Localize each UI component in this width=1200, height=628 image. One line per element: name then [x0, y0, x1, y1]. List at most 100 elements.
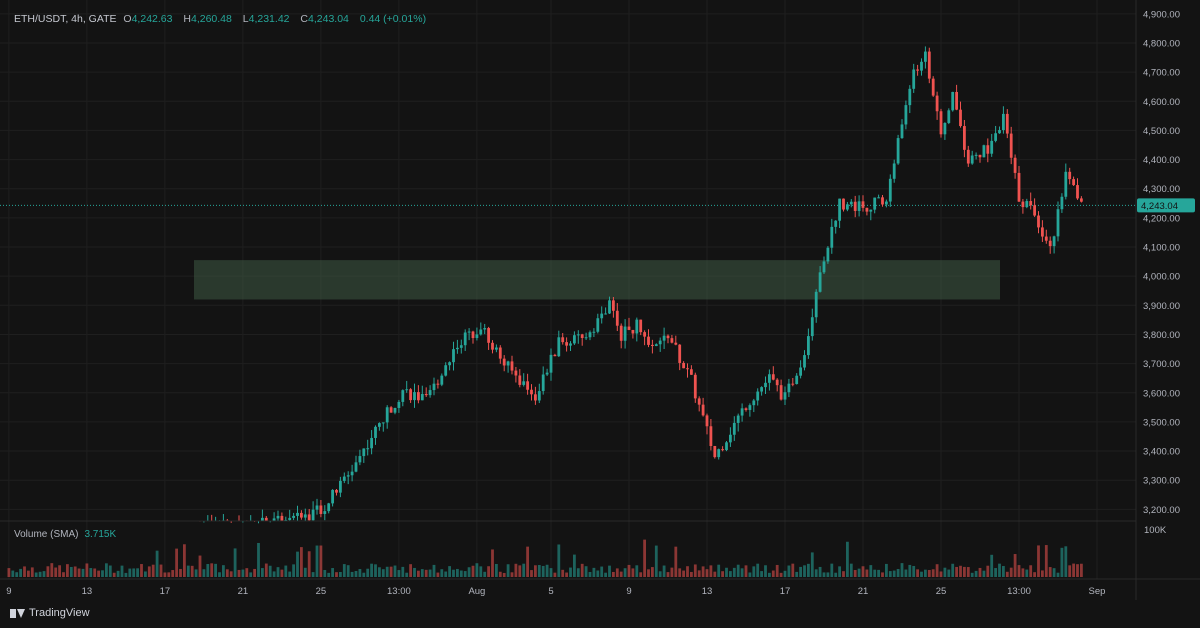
candle-body — [927, 51, 931, 79]
candle-body — [674, 342, 678, 345]
candle-body — [947, 110, 951, 123]
time-axis[interactable]: 9 13 17 21 25 13:00 Aug 5 9 13 17 21 25 13:00 Sep — [6, 586, 1105, 597]
volume-bar — [1056, 572, 1060, 577]
volume-bar — [662, 565, 666, 577]
volume-bar — [678, 568, 682, 577]
volume-bar — [908, 564, 912, 577]
candle-body — [331, 489, 334, 504]
symbol-title[interactable]: ETH/USDT, 4h, GATE — [14, 13, 117, 25]
candle-body — [654, 344, 658, 347]
candle-body — [393, 407, 397, 413]
candle-body — [791, 383, 795, 385]
candle-body — [615, 310, 619, 326]
time-tick-label: 9 — [626, 586, 631, 597]
candle-body — [576, 334, 580, 336]
volume-bar — [54, 567, 58, 577]
candle-body — [955, 91, 958, 110]
volume-bar — [736, 564, 740, 577]
volume-bar — [537, 565, 541, 577]
volume-bar — [175, 548, 178, 577]
volume-bar — [155, 550, 159, 577]
volume-bar — [807, 563, 810, 577]
candle-body — [448, 362, 451, 366]
candle-body — [838, 198, 841, 221]
candle-body — [732, 422, 736, 435]
volume-bar — [584, 566, 588, 577]
candle-body — [986, 145, 990, 154]
candle-body — [709, 426, 713, 446]
candle-body — [740, 408, 744, 416]
volume-bar — [849, 563, 853, 577]
candle-body — [487, 328, 490, 343]
volume-bar — [116, 570, 120, 577]
ohlc-open: O4,242.63 — [123, 13, 176, 25]
volume-bar — [475, 563, 479, 577]
volume-bar — [682, 570, 685, 577]
candle-body — [623, 326, 627, 341]
tradingview-logo[interactable]: TradingView — [10, 607, 90, 619]
price-tick-label: 4,500.00 — [1143, 126, 1180, 137]
candle-body — [959, 109, 962, 127]
volume-bar — [943, 567, 947, 577]
volume-bar — [218, 572, 221, 577]
volume-bar — [436, 572, 440, 577]
volume-bar — [15, 572, 19, 577]
candle-body — [775, 379, 779, 386]
volume-bar — [892, 570, 896, 577]
candle-body — [647, 336, 650, 345]
volume-bar — [389, 566, 393, 577]
volume-bar — [842, 571, 845, 577]
volume-bar — [85, 563, 89, 577]
candle-body — [822, 261, 826, 273]
candle-body — [471, 331, 475, 339]
volume-bar — [69, 566, 73, 577]
volume-bar — [245, 568, 249, 577]
volume-bar — [27, 570, 30, 577]
volume-bar — [600, 566, 604, 577]
candle-body — [771, 374, 775, 380]
ohlc-open-value: 4,242.63 — [131, 13, 173, 25]
volume-bar — [530, 570, 533, 577]
candle-body — [319, 505, 323, 514]
price-axis[interactable]: 3,200.00 3,300.00 3,400.00 3,500.00 3,600.00… — [1143, 9, 1180, 516]
candle-body — [549, 354, 553, 373]
volume-bar — [768, 572, 771, 577]
volume-bar — [608, 565, 611, 577]
candle-body — [530, 389, 533, 395]
volume-bar — [7, 568, 11, 577]
candle-body — [752, 400, 756, 406]
price-tick-label: 4,000.00 — [1143, 272, 1180, 283]
volume-title[interactable]: Volume (SMA) — [14, 529, 79, 540]
volume-bar — [459, 570, 463, 577]
volume-bar — [970, 572, 974, 577]
volume-bar — [34, 572, 38, 577]
candle-body — [467, 331, 471, 333]
candle-body — [580, 334, 584, 339]
volume-bar — [799, 566, 802, 577]
volume-bar — [916, 569, 919, 577]
volume-bar — [268, 565, 272, 577]
ohlc-open-key: O — [123, 13, 132, 25]
volume-bar — [401, 566, 405, 577]
volume-bar — [1076, 564, 1079, 577]
volume-bar — [748, 572, 752, 577]
volume-bar — [171, 570, 175, 577]
volume-bar — [506, 564, 510, 577]
candle-body — [705, 415, 709, 427]
volume-bar — [904, 569, 908, 577]
volume-bar — [346, 565, 350, 577]
volume-bar — [471, 565, 475, 577]
ohlc-low: L4,231.42 — [243, 13, 294, 25]
volume-bar — [705, 569, 709, 577]
volume-bar — [592, 567, 596, 577]
candle-body — [495, 347, 498, 350]
candle-body — [931, 78, 935, 96]
candle-body — [787, 383, 791, 393]
volume-bar — [229, 571, 233, 577]
volume-bar — [194, 569, 198, 577]
candle-body — [1064, 171, 1068, 197]
volume-bar — [132, 568, 136, 577]
candle-body — [432, 383, 436, 391]
candle-body — [658, 340, 662, 345]
